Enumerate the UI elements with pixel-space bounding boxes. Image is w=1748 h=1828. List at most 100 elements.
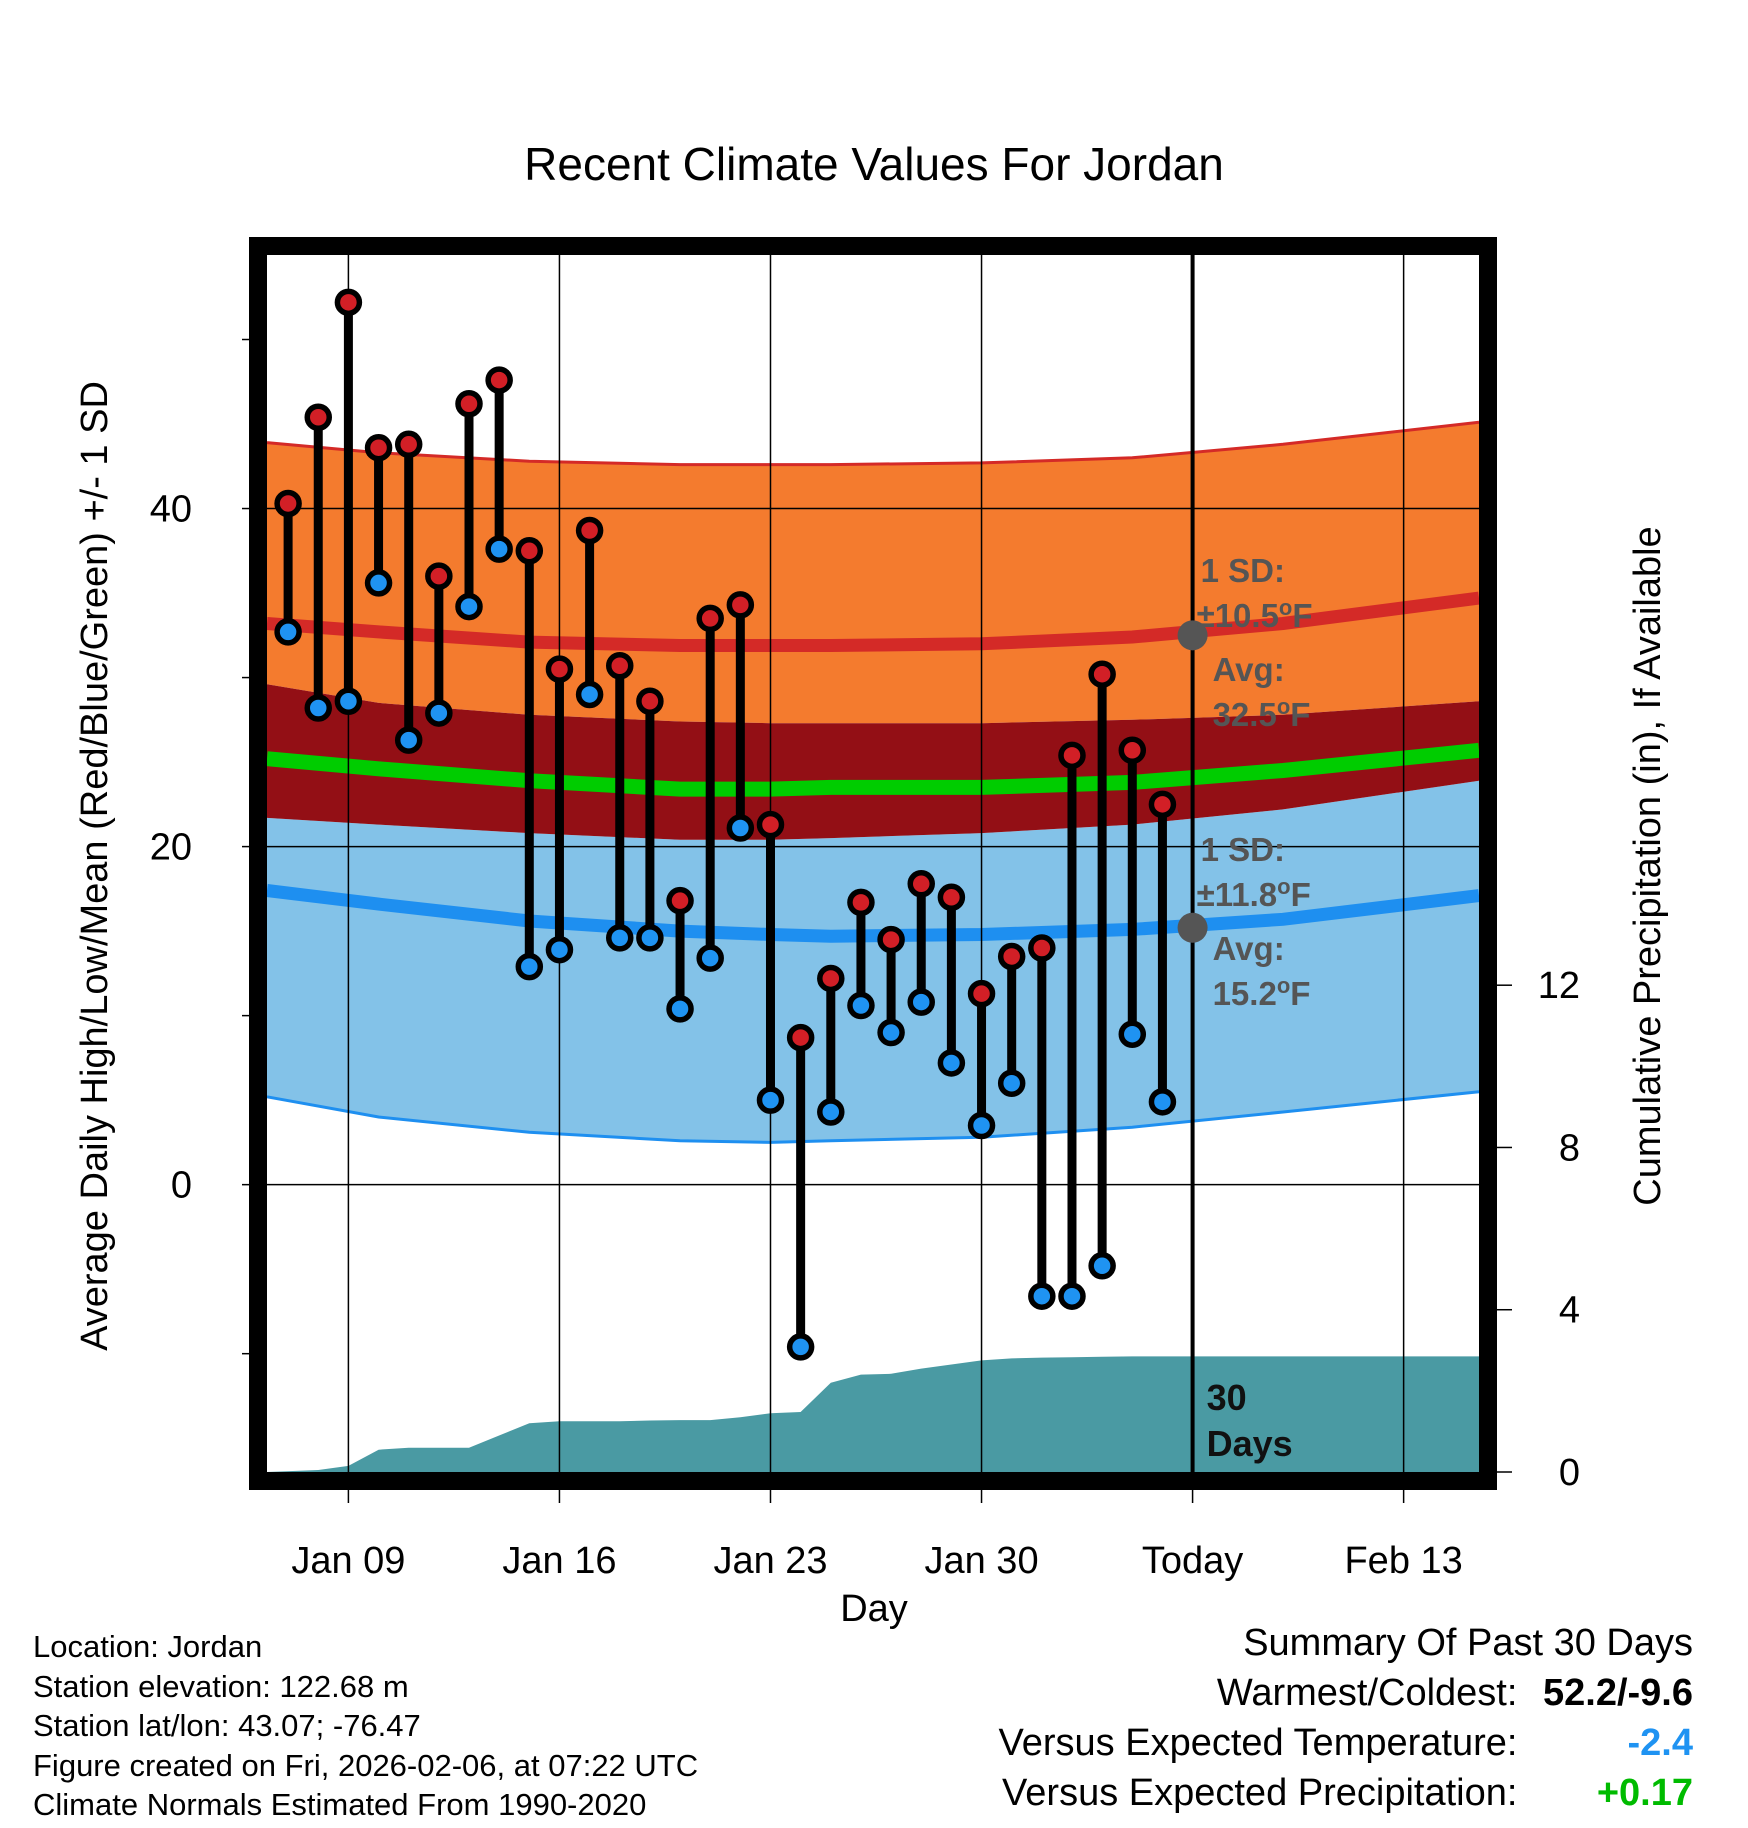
axes: Jan 09 Jan 16 Jan 23 Jan 30 Today Feb 1302040… <box>150 338 1580 1582</box>
high-temp-point <box>334 288 363 317</box>
x-tick-label: Jan 23 <box>713 1540 827 1582</box>
low-temp-point <box>817 1098 845 1126</box>
y-tick-label: 20 <box>150 827 192 869</box>
low-temp-point <box>726 814 755 842</box>
plot-frame <box>249 237 1497 1490</box>
high-avg-label: Avg: <box>1213 651 1285 688</box>
high-temp-point <box>696 604 724 633</box>
high-temp-point <box>455 389 483 418</box>
window-days-word: Days <box>1207 1423 1293 1464</box>
low-temp-point <box>1118 1020 1147 1048</box>
low-sd-band <box>267 780 1479 1143</box>
low-temp-point <box>455 592 483 621</box>
x-tick-label: Jan 09 <box>291 1540 405 1582</box>
precipitation-label: Versus Expected Precipitation: <box>1002 1772 1518 1814</box>
low-avg-label: Avg: <box>1213 930 1285 967</box>
y-axis-label-right: Cumulative Precipitation (in), If Availa… <box>1627 526 1669 1205</box>
low-temp-point <box>997 1069 1026 1097</box>
high-temp-point <box>1058 741 1086 770</box>
station-elevation: Station elevation: 122.68 m <box>33 1668 409 1704</box>
high-temp-point <box>666 886 694 915</box>
low-temp-point <box>1148 1088 1177 1116</box>
high-avg-dot <box>1177 620 1208 651</box>
high-temp-point <box>364 433 393 462</box>
high-temp-point <box>425 562 453 590</box>
high-temp-point <box>726 591 755 619</box>
low-temp-point <box>877 1018 905 1047</box>
high-temp-point <box>967 979 996 1008</box>
low-temp-point <box>666 995 694 1023</box>
low-avg-value: 15.2oF <box>1213 973 1311 1012</box>
summary-panel: Summary Of Past 30 Days Warmest/Coldest:… <box>999 1618 1693 1818</box>
high-sd-label: 1 SD: <box>1201 552 1285 589</box>
x-axis-label: Day <box>840 1588 908 1630</box>
low-temp-point <box>575 680 604 709</box>
high-temp-point <box>545 655 574 683</box>
y2-tick-label: 0 <box>1559 1452 1580 1494</box>
x-tick-label: Jan 16 <box>502 1540 616 1582</box>
low-temp-point <box>696 944 724 972</box>
mean-average-line <box>266 742 1480 797</box>
high-temp-point <box>786 1023 815 1052</box>
station-location: Location: Jordan <box>33 1629 263 1664</box>
y-tick-label: 0 <box>171 1165 192 1207</box>
low-sd-value: ±11.8oF <box>1197 874 1311 913</box>
low-temp-point <box>967 1111 996 1140</box>
high-average-line <box>266 591 1480 652</box>
high-avg-value: 32.5oF <box>1213 694 1311 733</box>
high-temp-point <box>575 516 604 545</box>
low-temp-point <box>485 535 513 563</box>
high-temp-point <box>756 810 785 839</box>
low-temp-point <box>847 991 875 1020</box>
high-temp-point <box>394 430 423 459</box>
low-temp-point <box>425 699 453 727</box>
high-temp-point <box>877 925 905 954</box>
low-temp-point <box>907 988 935 1016</box>
low-temp-point <box>545 935 574 964</box>
high-sd-value: ±10.5oF <box>1197 595 1313 634</box>
temperature-value: -2.4 <box>1627 1722 1693 1764</box>
high-temp-point <box>997 942 1026 971</box>
high-temp-point <box>1118 736 1147 765</box>
low-temp-point <box>364 569 393 597</box>
station-latlon: Station lat/lon: 43.07; -76.47 <box>33 1708 421 1743</box>
precipitation-fill <box>267 1356 1479 1472</box>
summary-temperature: Versus Expected Temperature: -2.4 <box>999 1718 1693 1768</box>
high-temp-point <box>1028 934 1056 962</box>
temperature-label: Versus Expected Temperature: <box>998 1722 1518 1764</box>
low-sd-label: 1 SD: <box>1201 831 1285 868</box>
low-temp-point <box>274 618 302 646</box>
low-temp-point <box>756 1086 785 1114</box>
low-temp-point <box>1028 1282 1056 1310</box>
precipitation-area <box>267 1356 1479 1472</box>
high-temp-point <box>1088 660 1116 688</box>
high-temp-point <box>636 687 664 715</box>
x-tick-label: Today <box>1142 1540 1243 1582</box>
high-temp-point <box>847 888 875 917</box>
normal-bands <box>266 420 1480 1144</box>
figure-created: Figure created on Fri, 2026-02-06, at 07… <box>33 1747 699 1783</box>
low-temp-point <box>1058 1282 1086 1310</box>
high-temp-point <box>485 366 513 394</box>
high-temp-point <box>274 489 302 518</box>
high-temp-point <box>605 651 634 680</box>
x-tick-label: Feb 13 <box>1344 1540 1462 1582</box>
station-info: Location: Jordan Station elevation: 122.… <box>33 1627 698 1825</box>
x-tick-label: Jan 30 <box>924 1540 1038 1582</box>
window-days-number: 30 <box>1207 1377 1247 1418</box>
low-temp-point <box>1088 1252 1116 1280</box>
summary-precipitation: Versus Expected Precipitation: +0.17 <box>999 1768 1693 1818</box>
precipitation-value: +0.17 <box>1596 1772 1693 1814</box>
low-temp-point <box>605 924 634 952</box>
high-temp-point <box>907 870 935 898</box>
high-temp-point <box>1148 790 1177 819</box>
summary-warmest-coldest: Warmest/Coldest: 52.2/-9.6 <box>999 1668 1693 1718</box>
warmest-coldest-value: 52.2/-9.6 <box>1543 1672 1693 1714</box>
low-temp-point <box>636 924 664 952</box>
high-temp-point <box>817 964 845 993</box>
today-marker: 30 Days <box>1190 255 1293 1472</box>
normal-annotations: 1 SD: ±10.5oF Avg: 32.5oF 1 SD: ±11.8oF Avg: 15… <box>1177 552 1313 1012</box>
high-temp-point <box>304 403 333 432</box>
observations <box>274 288 1177 1361</box>
